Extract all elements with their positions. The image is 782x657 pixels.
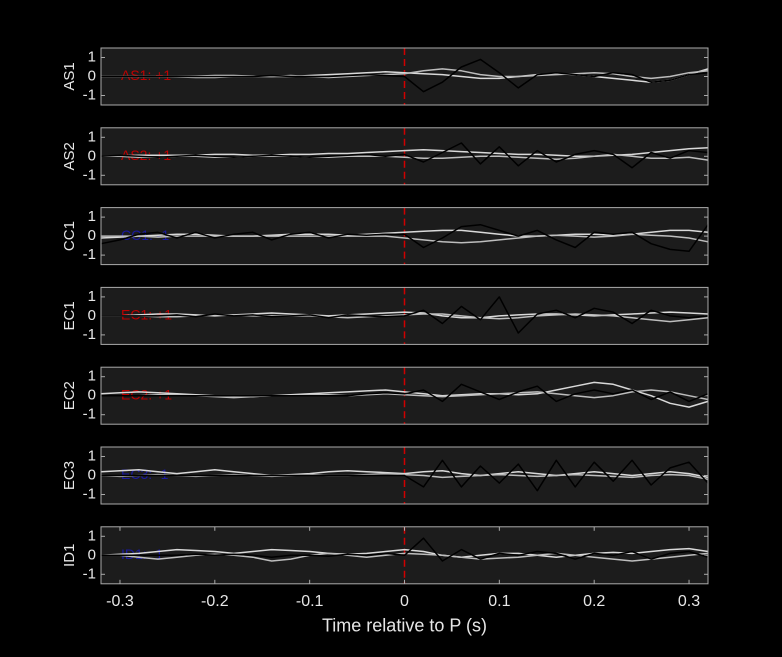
y-axis-label: ID1 <box>61 544 78 567</box>
x-tick-label: 0.2 <box>583 593 605 610</box>
y-axis-label: AS2 <box>61 142 78 170</box>
y-tick-label: 1 <box>88 447 96 464</box>
y-tick-label: -1 <box>83 166 96 183</box>
annotation: AS1: +1 <box>121 67 171 83</box>
plot-frame <box>100 446 709 505</box>
y-tick-label: 0 <box>88 387 96 404</box>
subplot: CC1 -1 0 1 CC1: -1 <box>61 207 709 266</box>
waveform-line <box>101 58 709 93</box>
x-tick-label: -0.3 <box>106 593 134 610</box>
y-tick-label: 0 <box>88 227 96 244</box>
subplot: EC2 -1 0 1 EC2: +1 <box>61 366 709 425</box>
x-axis-label: Time relative to P (s) <box>322 616 487 636</box>
y-tick-label: -1 <box>83 246 96 263</box>
y-tick-label: 0 <box>88 67 96 84</box>
plot-frame <box>100 47 709 106</box>
waveform-line <box>101 296 709 334</box>
waveform-line <box>100 142 709 169</box>
plot-frame <box>100 127 709 186</box>
y-tick-label: 0 <box>88 147 96 164</box>
x-tick-label: -0.2 <box>201 593 229 610</box>
y-tick-label: -1 <box>83 565 96 582</box>
y-tick-label: -1 <box>83 485 96 502</box>
annotation: CC1: -1 <box>121 227 169 243</box>
y-tick-label: 1 <box>88 527 96 544</box>
waveform-line <box>100 223 709 253</box>
y-tick-label: -1 <box>83 86 96 103</box>
y-tick-label: 0 <box>88 307 96 324</box>
y-axis-label: AS1 <box>61 62 78 90</box>
y-tick-label: -1 <box>83 406 96 423</box>
annotation: EC2: +1 <box>121 386 172 402</box>
y-axis-label: EC1 <box>61 301 78 330</box>
y-axis-label: CC1 <box>61 221 78 251</box>
y-tick-label: 0 <box>88 466 96 483</box>
waveform-line <box>101 383 709 403</box>
y-tick-label: 1 <box>88 288 96 305</box>
x-tick-label: 0.3 <box>678 593 700 610</box>
x-tick-label: -0.1 <box>296 593 324 610</box>
y-axis-label: EC3 <box>61 461 78 490</box>
y-tick-label: -1 <box>83 326 96 343</box>
y-tick-label: 1 <box>88 208 96 225</box>
plot-frame <box>100 366 709 425</box>
y-axis-label: EC2 <box>61 381 78 410</box>
waveform-line <box>101 459 709 492</box>
waveform-line <box>100 469 709 479</box>
waveform-line <box>101 153 709 161</box>
x-tick-label: 0 <box>400 593 409 610</box>
waveform-line <box>100 547 709 558</box>
y-tick-label: 1 <box>88 48 96 65</box>
plot-frame <box>100 207 709 266</box>
plot-frame <box>100 286 709 345</box>
x-tick-label: 0.1 <box>488 593 510 610</box>
y-tick-label: 1 <box>88 368 96 385</box>
y-tick-label: 1 <box>88 128 96 145</box>
waveform-line <box>101 233 709 244</box>
y-tick-label: 0 <box>88 546 96 563</box>
plot-frame <box>100 526 709 585</box>
waveform-line <box>101 537 709 562</box>
subplot: AS1 -1 0 1 AS1: +1 <box>61 47 709 106</box>
